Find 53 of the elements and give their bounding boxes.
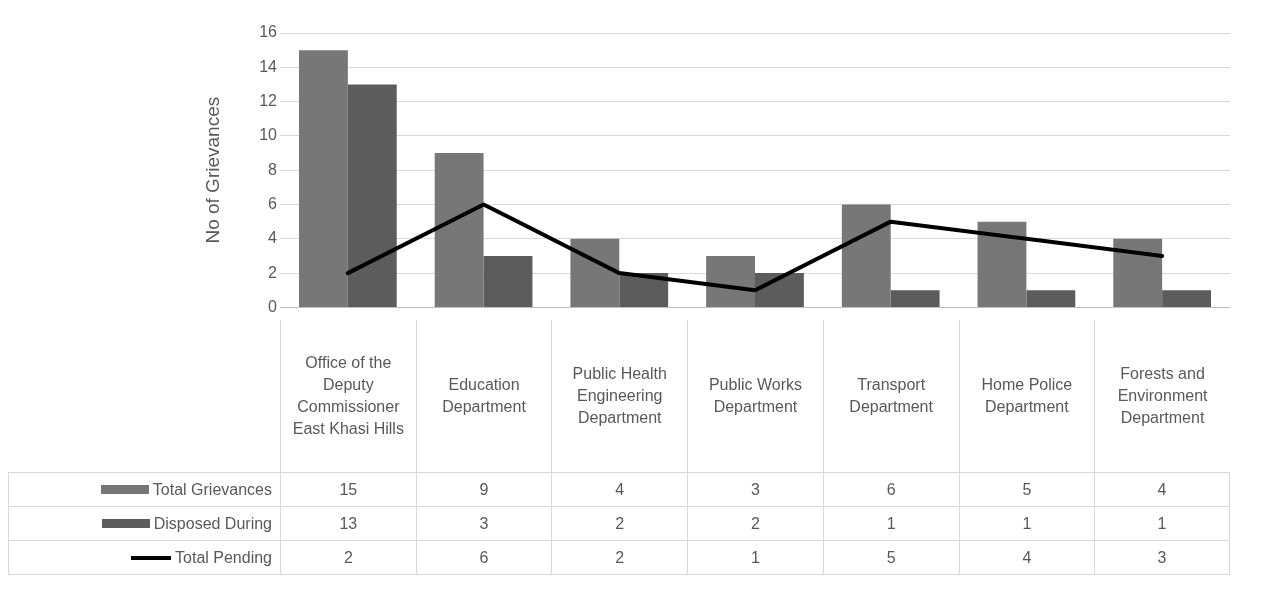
data-label: 1 xyxy=(958,507,1095,540)
y-tick-label: 4 xyxy=(268,229,278,247)
data-label: 5 xyxy=(958,473,1095,506)
legend-label: Total Pending xyxy=(175,548,272,567)
y-tick-label: 6 xyxy=(268,194,278,212)
bar xyxy=(841,204,891,307)
y-tick-label: 14 xyxy=(259,57,278,75)
bar xyxy=(570,238,620,307)
data-label: 4 xyxy=(1094,473,1230,506)
bar xyxy=(1162,290,1211,307)
bar xyxy=(1026,290,1076,307)
x-tick-label: Office of the Deputy Commissioner East Khasi Hills xyxy=(280,320,416,472)
bar xyxy=(706,255,755,307)
data-label: 1 xyxy=(1094,507,1230,540)
data-label: 4 xyxy=(958,541,1095,574)
y-tick-label: 2 xyxy=(268,263,278,281)
data-label: 5 xyxy=(822,541,959,574)
data-label: 3 xyxy=(687,473,823,506)
y-tick-label: 0 xyxy=(268,297,278,315)
x-tick-label: Transport Department xyxy=(822,320,959,472)
data-label: 2 xyxy=(687,507,823,540)
legend-label: Disposed During xyxy=(153,514,272,533)
data-label: 13 xyxy=(280,507,416,540)
data-label: 3 xyxy=(415,507,552,540)
data-label: 6 xyxy=(415,541,552,574)
y-tick-label: 12 xyxy=(259,92,278,110)
bar xyxy=(483,255,533,307)
data-label: 6 xyxy=(822,473,959,506)
legend-label: Total Grievances xyxy=(152,480,272,499)
y-tick-label: 8 xyxy=(268,160,278,178)
data-label: 9 xyxy=(415,473,552,506)
data-label: 3 xyxy=(1094,541,1230,574)
bar xyxy=(347,84,397,307)
x-tick-label: Forests and Environment Department xyxy=(1094,320,1230,472)
x-tick-label: Home Police Department xyxy=(958,320,1095,472)
y-axis-title: No of Grievances xyxy=(201,96,223,244)
bar xyxy=(1113,238,1163,307)
data-label: 1 xyxy=(822,507,959,540)
x-tick-label: Public Health Engineering Department xyxy=(551,320,688,472)
data-label: 2 xyxy=(551,507,688,540)
bar xyxy=(755,273,804,307)
bar xyxy=(890,290,940,307)
bar xyxy=(299,50,348,307)
x-tick-label: Education Department xyxy=(415,320,552,472)
data-label: 15 xyxy=(280,473,416,506)
data-label: 2 xyxy=(551,541,688,574)
bar xyxy=(434,153,484,307)
x-tick-label: Public Works Department xyxy=(687,320,823,472)
data-label: 4 xyxy=(551,473,688,506)
bar xyxy=(977,221,1027,307)
y-tick-label: 16 xyxy=(259,23,278,41)
y-tick-label: 10 xyxy=(259,126,278,144)
data-label: 1 xyxy=(687,541,823,574)
